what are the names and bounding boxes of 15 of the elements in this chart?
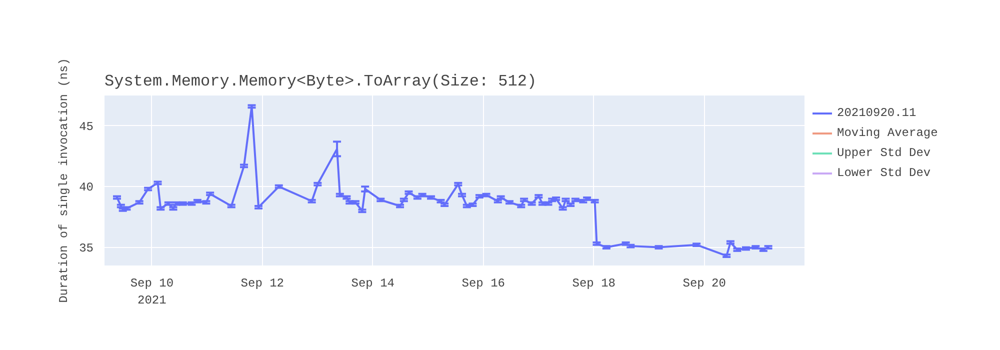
x-tick-label: Sep 20 — [682, 276, 726, 290]
x-tick-label: Sep 14 — [351, 276, 395, 290]
legend-label: Lower Std Dev — [837, 166, 931, 180]
y-axis-title: Duration of single invocation (ns) — [57, 58, 72, 303]
x-tick-label: Sep 18 — [572, 276, 616, 290]
x-tick-label: Sep 16 — [462, 276, 506, 290]
x-tick-label: Sep 10 2021 — [130, 276, 174, 308]
y-tick-label: 45 — [79, 120, 94, 134]
y-tick-label: 35 — [79, 241, 94, 256]
chart-title: System.Memory.Memory<Byte>.ToArray(Size: 512) — [104, 72, 537, 90]
legend-label: 20210920.11 — [837, 106, 916, 120]
y-tick-label: 40 — [79, 180, 94, 195]
x-tick-label: Sep 12 — [240, 276, 284, 290]
legend-label: Moving Average — [837, 126, 938, 140]
legend-label: Upper Std Dev — [837, 146, 931, 160]
